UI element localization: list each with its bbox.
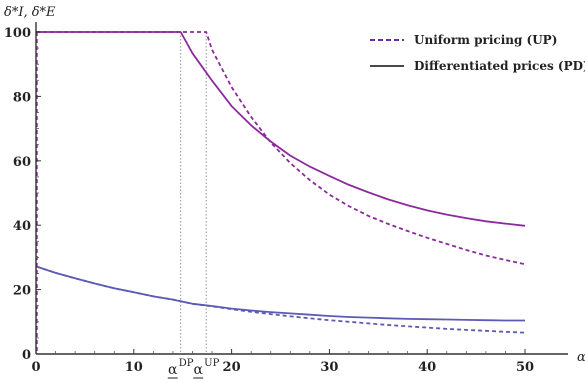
y-tick-label: 0 — [22, 348, 31, 363]
series-line-lower_PD — [35, 265, 525, 322]
threshold-label: α — [168, 362, 178, 378]
y-tick-label: 100 — [4, 26, 31, 41]
plot-area — [35, 31, 526, 354]
y-axis-title: δ*I, δ*E — [4, 5, 56, 20]
x-tick-label: 10 — [125, 360, 143, 375]
y-tick-label: 80 — [13, 90, 31, 105]
y-ticks: 0 20 40 60 80 100 — [4, 26, 41, 363]
threshold-superscript: UP — [204, 358, 219, 369]
axes: 0 10 20 30 40 50 0 20 40 60 80 100 — [4, 22, 568, 375]
x-tick-label: 30 — [320, 360, 338, 375]
threshold-label: α — [193, 362, 203, 378]
x-axis-title: α — [577, 350, 585, 365]
threshold-superscript: DP — [179, 358, 194, 369]
series-line-upper_PD — [36, 31, 526, 227]
series-line-upper_UP — [36, 31, 526, 266]
x-tick-label: 20 — [223, 360, 241, 375]
y-tick-label: 40 — [13, 219, 31, 234]
series-layer — [35, 31, 526, 354]
y-tick-label: 60 — [13, 155, 31, 170]
x-tick-label: 50 — [516, 360, 534, 375]
series-line-lower_UP — [35, 265, 526, 334]
legend-label-differentiated-prices: Differentiated prices (PD) — [414, 59, 585, 73]
x-tick-label: 0 — [31, 360, 40, 375]
threshold-annotations: α DP α UP — [167, 358, 220, 379]
legend: Uniform pricing (UP) Differentiated pric… — [370, 33, 585, 73]
threshold-guides — [180, 32, 207, 354]
x-tick-label: 40 — [418, 360, 436, 375]
y-tick-label: 20 — [13, 284, 31, 299]
x-ticks: 0 10 20 30 40 50 — [31, 349, 534, 375]
legend-label-uniform-pricing: Uniform pricing (UP) — [414, 33, 557, 47]
